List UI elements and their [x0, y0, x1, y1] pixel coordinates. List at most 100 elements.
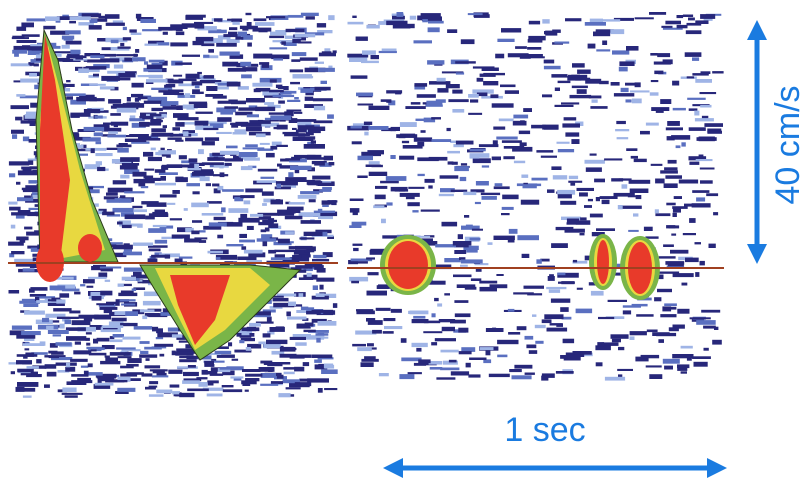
speckle: [263, 333, 271, 337]
speckle: [486, 351, 491, 356]
speckle: [692, 190, 709, 193]
speckle: [395, 92, 401, 94]
speckle: [455, 313, 471, 317]
speckle: [401, 338, 407, 343]
speckle: [356, 309, 373, 311]
speckle: [364, 356, 376, 361]
speckle: [527, 47, 541, 50]
speckle: [144, 61, 148, 64]
speckle: [697, 137, 717, 141]
speckle: [293, 74, 312, 78]
speckle: [45, 364, 57, 369]
speckle: [364, 122, 372, 125]
speckle: [447, 128, 451, 131]
speckle: [437, 303, 442, 306]
speckle: [585, 160, 605, 164]
speckle: [318, 321, 337, 326]
speckle: [125, 214, 146, 219]
speckle: [628, 230, 639, 232]
speckle: [30, 63, 38, 65]
speckle: [436, 377, 455, 379]
speckle: [585, 22, 606, 26]
speckle: [172, 334, 182, 337]
speckle: [660, 170, 678, 173]
speckle: [98, 273, 107, 278]
speckle: [90, 19, 98, 23]
speckle: [352, 222, 367, 226]
speckle: [9, 207, 21, 211]
speckle: [153, 225, 167, 227]
speckle: [596, 197, 600, 201]
speckle: [296, 129, 307, 132]
speckle: [528, 39, 543, 43]
speckle: [114, 65, 123, 69]
speckle: [242, 369, 260, 372]
speckle: [584, 205, 592, 208]
speckle: [298, 136, 315, 139]
speckle: [492, 157, 501, 161]
speckle: [306, 16, 315, 19]
speckle: [502, 140, 522, 143]
speckle: [356, 93, 373, 97]
speckle: [676, 145, 681, 148]
speckle: [480, 287, 498, 292]
speckle: [121, 304, 135, 306]
speckle: [505, 90, 519, 94]
speckle: [193, 191, 200, 194]
speckle: [259, 367, 275, 372]
speckle: [142, 116, 153, 119]
speckle: [12, 134, 17, 139]
speckle: [238, 107, 256, 110]
speckle: [333, 303, 337, 308]
speckle: [189, 158, 198, 162]
speckle: [565, 18, 581, 21]
speckle: [536, 259, 541, 264]
speckle: [66, 96, 73, 99]
speckle: [138, 75, 151, 77]
speckle: [590, 154, 597, 156]
speckle: [439, 319, 455, 322]
speckle: [384, 326, 402, 329]
speckle: [173, 75, 182, 77]
speckle: [256, 134, 266, 138]
speckle: [551, 243, 568, 248]
speckle: [238, 218, 259, 223]
speckle: [713, 212, 718, 215]
speckle: [139, 122, 150, 127]
speckle: [448, 99, 468, 102]
speckle: [456, 72, 464, 74]
speckle: [517, 235, 539, 240]
speckle: [321, 183, 334, 186]
speckle: [324, 156, 333, 161]
speckle: [141, 186, 148, 188]
speckle: [129, 378, 141, 381]
speckle: [93, 339, 98, 344]
speckle: [551, 74, 567, 78]
speckle: [186, 15, 206, 18]
speckle: [191, 203, 209, 208]
speckle: [314, 211, 335, 213]
speckle: [670, 250, 688, 254]
speckle: [561, 102, 579, 104]
speckle: [301, 220, 321, 224]
right-spectrogram: [347, 12, 724, 381]
speckle: [160, 354, 165, 357]
speckle: [488, 242, 493, 245]
speckle: [605, 377, 625, 381]
speckle: [631, 156, 638, 159]
speckle: [315, 62, 324, 64]
speckle: [70, 50, 80, 55]
speckle: [303, 362, 309, 366]
speckle: [151, 128, 166, 132]
speckle: [677, 15, 684, 18]
speckle: [106, 193, 118, 196]
speckle: [285, 216, 303, 220]
speckle: [257, 180, 277, 183]
speckle: [523, 184, 537, 188]
speckle: [24, 227, 32, 230]
speckle: [212, 184, 219, 187]
speckle: [296, 133, 310, 136]
speckle: [414, 137, 432, 141]
speckle: [660, 314, 676, 317]
speckle: [261, 177, 275, 179]
